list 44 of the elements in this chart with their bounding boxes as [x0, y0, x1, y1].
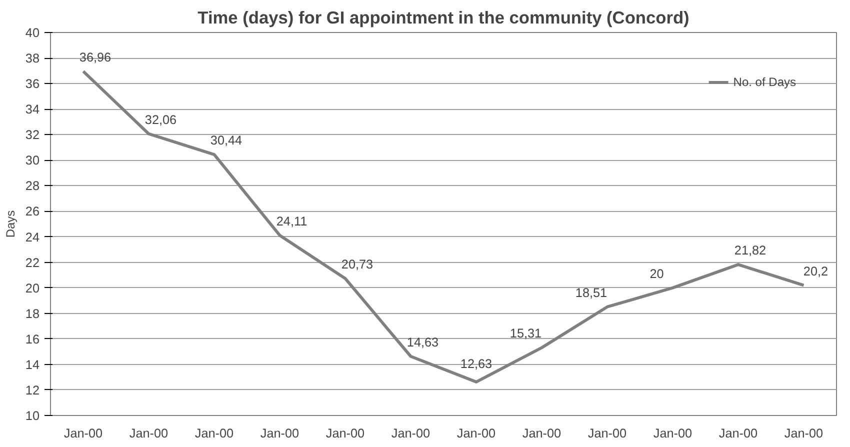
- x-tick-label: Jan-00: [588, 426, 627, 440]
- x-tick-label: Jan-00: [326, 426, 365, 440]
- data-label: 36,96: [79, 50, 112, 64]
- x-tick-label: Jan-00: [260, 426, 300, 440]
- x-tick-label: Jan-00: [391, 426, 430, 440]
- y-tick-label: 16: [25, 332, 40, 346]
- data-label: 14,63: [406, 335, 439, 350]
- data-label: 30,44: [210, 134, 242, 148]
- legend-label: No. of Days: [733, 75, 796, 89]
- x-tick-label: Jan-00: [718, 426, 758, 440]
- x-tick-label: Jan-00: [194, 426, 234, 440]
- data-label: 15,31: [510, 326, 542, 341]
- data-label: 32,06: [144, 112, 177, 127]
- y-tick-label: 26: [25, 204, 40, 219]
- y-tick-label: 24: [25, 230, 40, 244]
- data-label: 20,73: [341, 258, 374, 272]
- x-tick-label: Jan-00: [784, 426, 824, 440]
- y-tick-label: 12: [25, 383, 40, 398]
- x-tick-label: Jan-00: [64, 426, 103, 440]
- y-tick-label: 30: [25, 154, 40, 168]
- y-tick-label: 34: [25, 102, 40, 117]
- x-tick-label: Jan-00: [456, 426, 496, 440]
- y-tick-label: 20: [25, 281, 40, 296]
- data-label: 21,82: [734, 244, 766, 258]
- y-tick-label: 22: [25, 256, 40, 270]
- x-tick-label: Jan-00: [522, 426, 562, 440]
- data-label: 24,11: [276, 214, 308, 228]
- data-label: 20,2: [803, 264, 828, 278]
- line-series: [82, 70, 806, 384]
- y-tick-label: 18: [25, 306, 40, 321]
- y-tick-label: 28: [25, 179, 40, 194]
- y-tick-label: 36: [25, 77, 40, 92]
- chart-title: Time (days) for GI appointment in the community (Concord): [198, 8, 690, 28]
- x-tick-label: Jan-00: [653, 426, 692, 440]
- y-tick-label: 32: [25, 128, 40, 142]
- y-tick-label: 14: [25, 358, 40, 372]
- y-tick-label: 38: [25, 52, 40, 66]
- data-label: 18,51: [575, 286, 608, 300]
- data-label: 12,63: [460, 356, 492, 371]
- data-label: 20: [650, 266, 664, 281]
- x-tick-label: Jan-00: [129, 426, 168, 440]
- y-tick-label: 10: [25, 409, 40, 423]
- y-axis-title: Days: [3, 210, 18, 238]
- y-tick-label: 40: [25, 26, 40, 40]
